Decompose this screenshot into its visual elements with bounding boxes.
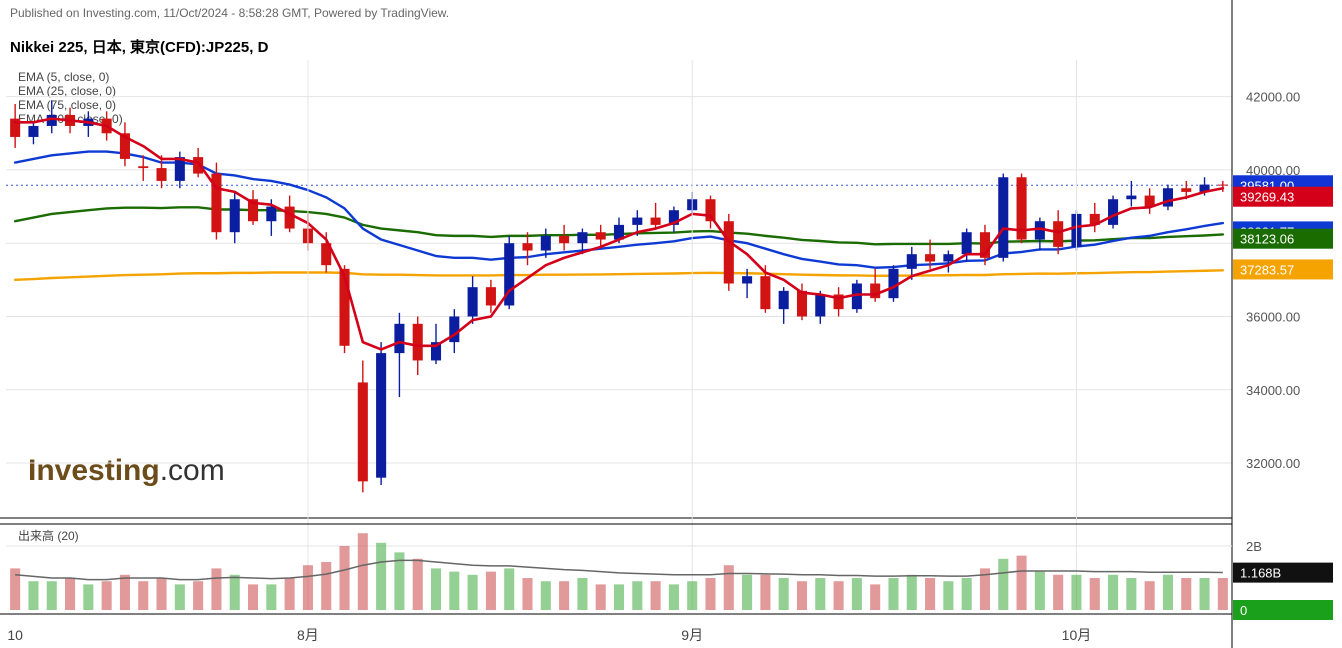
svg-text:10: 10 (7, 627, 23, 643)
svg-text:8月: 8月 (297, 627, 319, 643)
chart-root: { "meta": { "published": "Published on I… (0, 0, 1342, 648)
svg-text:42000.00: 42000.00 (1246, 90, 1300, 105)
svg-text:37283.57: 37283.57 (1240, 262, 1294, 277)
svg-text:34000.00: 34000.00 (1246, 383, 1300, 398)
svg-text:0: 0 (1240, 603, 1247, 618)
svg-text:1.168B: 1.168B (1240, 566, 1281, 581)
svg-text:2B: 2B (1246, 539, 1262, 554)
svg-text:36000.00: 36000.00 (1246, 309, 1300, 324)
svg-text:38123.06: 38123.06 (1240, 232, 1294, 247)
svg-text:32000.00: 32000.00 (1246, 456, 1300, 471)
chart-svg[interactable]: 32000.0034000.0036000.0038000.0040000.00… (0, 0, 1342, 648)
svg-text:9月: 9月 (681, 627, 703, 643)
svg-text:39269.43: 39269.43 (1240, 190, 1294, 205)
svg-text:10月: 10月 (1062, 627, 1092, 643)
